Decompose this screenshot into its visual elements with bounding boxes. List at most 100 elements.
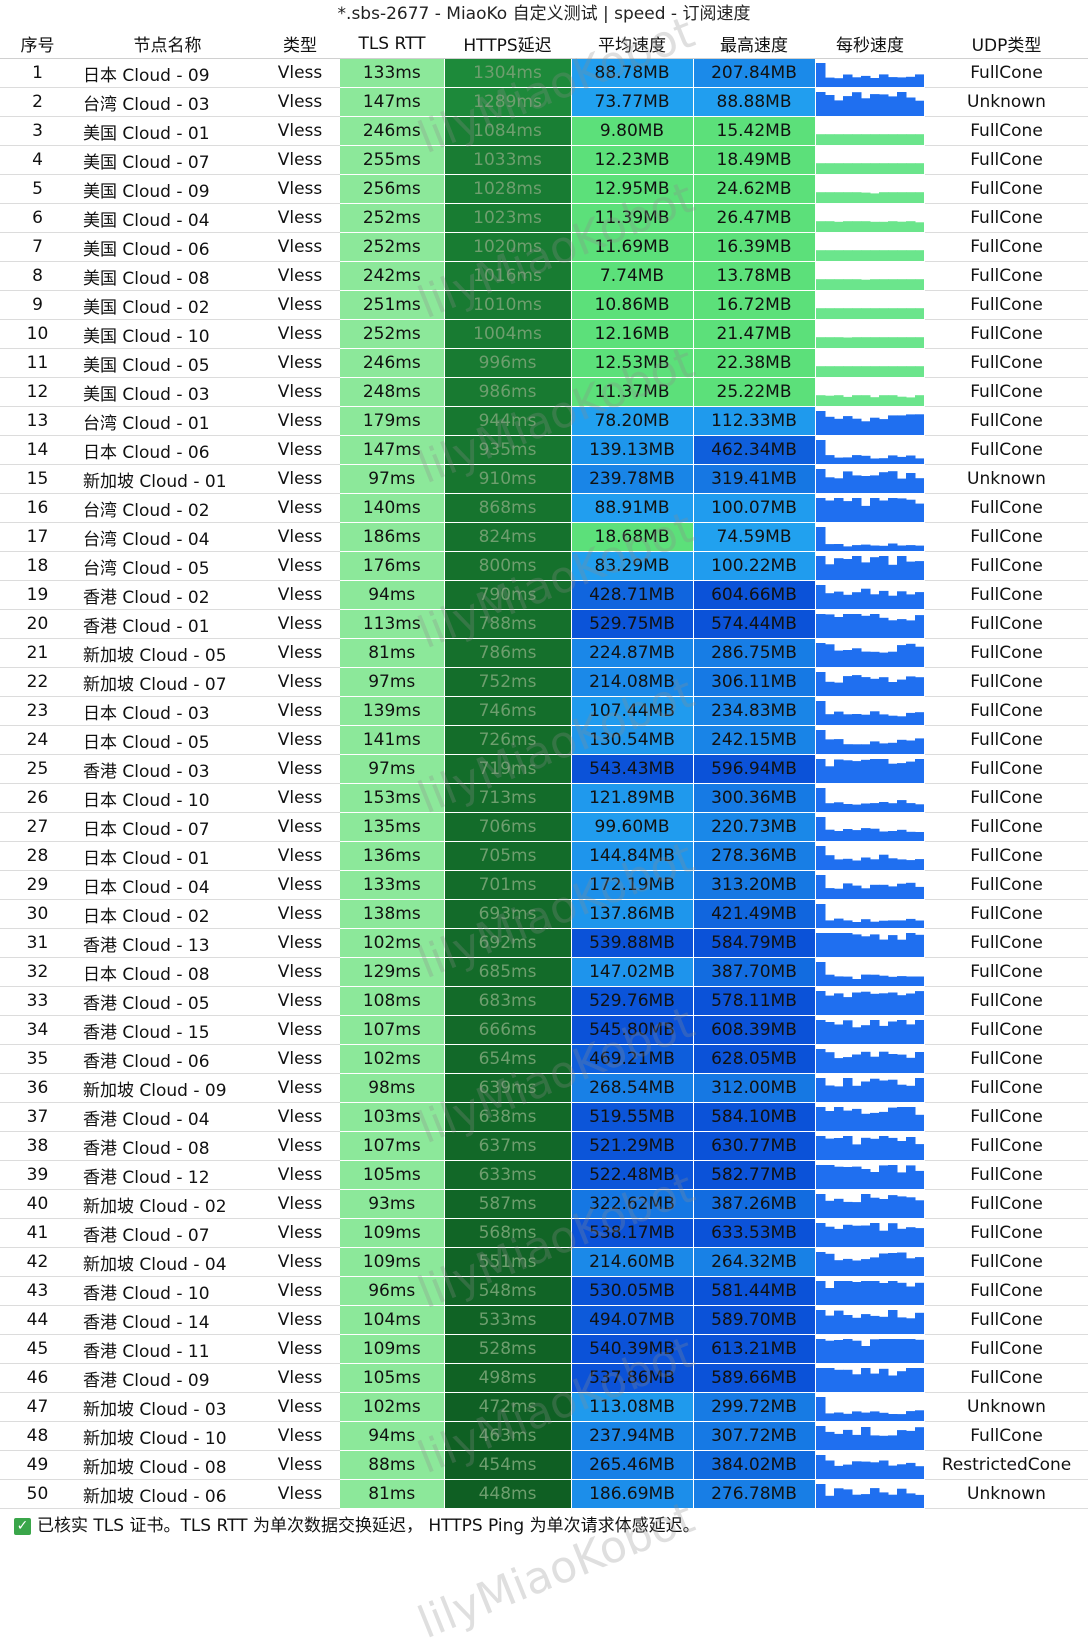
node-type: Vless bbox=[260, 522, 340, 552]
sparkline-bar bbox=[815, 614, 825, 638]
sparkline-bar bbox=[833, 650, 843, 667]
sparkline-bar bbox=[833, 418, 843, 435]
table-row[interactable]: 19 香港 Cloud - 02 Vless 94ms 790ms 428.71MB 604… bbox=[0, 580, 1088, 610]
sparkline-bar bbox=[833, 591, 843, 609]
table-row[interactable]: 33 香港 Cloud - 05 Vless 108ms 683ms 529.76MB 57… bbox=[0, 986, 1088, 1016]
sparkline-bar bbox=[887, 1165, 897, 1189]
table-row[interactable]: 28 日本 Cloud - 01 Vless 136ms 705ms 144.84MB 27… bbox=[0, 841, 1088, 871]
sparkline-bar bbox=[842, 1464, 852, 1479]
sparkline-bar bbox=[815, 817, 825, 841]
table-row[interactable]: 35 香港 Cloud - 06 Vless 102ms 654ms 469.21MB 62… bbox=[0, 1044, 1088, 1074]
table-row[interactable]: 44 香港 Cloud - 14 Vless 104ms 533ms 494.07MB 58… bbox=[0, 1305, 1088, 1335]
table-row[interactable]: 7 美国 Cloud - 06 Vless 252ms 1020ms 11.69MB 16.… bbox=[0, 232, 1088, 262]
table-row[interactable]: 18 台湾 Cloud - 05 Vless 176ms 800ms 83.29MB 100… bbox=[0, 551, 1088, 581]
table-row[interactable]: 40 新加坡 Cloud - 02 Vless 93ms 587ms 322.62MB 38… bbox=[0, 1189, 1088, 1219]
table-row[interactable]: 50 新加坡 Cloud - 06 Vless 81ms 448ms 186.69MB 27… bbox=[0, 1479, 1088, 1509]
table-row[interactable]: 12 美国 Cloud - 03 Vless 248ms 986ms 11.37MB 25.… bbox=[0, 377, 1088, 407]
table-row[interactable]: 46 香港 Cloud - 09 Vless 105ms 498ms 537.86MB 58… bbox=[0, 1363, 1088, 1393]
udp-type: FullCone bbox=[925, 1247, 1088, 1277]
table-row[interactable]: 32 日本 Cloud - 08 Vless 129ms 685ms 147.02MB 38… bbox=[0, 957, 1088, 987]
sparkline-bar bbox=[851, 934, 861, 957]
table-row[interactable]: 26 日本 Cloud - 10 Vless 153ms 713ms 121.89MB 30… bbox=[0, 783, 1088, 813]
sparkline-bar bbox=[878, 500, 888, 522]
table-row[interactable]: 3 美国 Cloud - 01 Vless 246ms 1084ms 9.80MB 15.4… bbox=[0, 116, 1088, 146]
table-row[interactable]: 45 香港 Cloud - 11 Vless 109ms 528ms 540.39MB 61… bbox=[0, 1334, 1088, 1364]
row-index: 35 bbox=[0, 1044, 75, 1074]
sparkline bbox=[815, 585, 924, 609]
table-row[interactable]: 16 台湾 Cloud - 02 Vless 140ms 868ms 88.91MB 100… bbox=[0, 493, 1088, 523]
node-name: 新加坡 Cloud - 05 bbox=[75, 638, 260, 668]
column-header-node-name[interactable]: 节点名称 bbox=[75, 29, 260, 59]
max-speed: 100.07MB bbox=[693, 493, 816, 523]
table-row[interactable]: 43 香港 Cloud - 10 Vless 96ms 548ms 530.05MB 581… bbox=[0, 1276, 1088, 1306]
sparkline-bar bbox=[914, 1200, 924, 1218]
table-row[interactable]: 2 台湾 Cloud - 03 Vless 147ms 1289ms 73.77MB 88.… bbox=[0, 87, 1088, 117]
avg-speed: 12.16MB bbox=[571, 319, 694, 349]
table-row[interactable]: 47 新加坡 Cloud - 03 Vless 102ms 472ms 113.08MB 2… bbox=[0, 1392, 1088, 1422]
sparkline-bar bbox=[905, 1258, 915, 1276]
sparkline-bar bbox=[824, 1111, 834, 1131]
table-row[interactable]: 13 台湾 Cloud - 01 Vless 179ms 944ms 78.20MB 112… bbox=[0, 406, 1088, 436]
table-row[interactable]: 31 香港 Cloud - 13 Vless 102ms 692ms 539.88MB 58… bbox=[0, 928, 1088, 958]
table-row[interactable]: 4 美国 Cloud - 07 Vless 255ms 1033ms 12.23MB 18.… bbox=[0, 145, 1088, 175]
per-second-speed-chart bbox=[815, 609, 925, 639]
table-row[interactable]: 36 新加坡 Cloud - 09 Vless 98ms 639ms 268.54MB 31… bbox=[0, 1073, 1088, 1103]
sparkline-bar bbox=[905, 192, 915, 203]
table-row[interactable]: 38 香港 Cloud - 08 Vless 107ms 637ms 521.29MB 63… bbox=[0, 1131, 1088, 1161]
table-row[interactable]: 22 新加坡 Cloud - 07 Vless 97ms 752ms 214.08MB 30… bbox=[0, 667, 1088, 697]
avg-speed: 539.88MB bbox=[571, 928, 694, 958]
column-header-avg-speed[interactable]: 平均速度 bbox=[571, 29, 693, 59]
sparkline-bar bbox=[878, 134, 888, 145]
column-header-index[interactable]: 序号 bbox=[0, 29, 75, 59]
sparkline-bar bbox=[860, 505, 870, 522]
tls-rtt: 102ms bbox=[340, 928, 445, 958]
table-row[interactable]: 23 日本 Cloud - 03 Vless 139ms 746ms 107.44MB 23… bbox=[0, 696, 1088, 726]
sparkline-bar bbox=[842, 163, 852, 174]
table-row[interactable]: 21 新加坡 Cloud - 05 Vless 81ms 786ms 224.87MB 28… bbox=[0, 638, 1088, 668]
table-row[interactable]: 20 香港 Cloud - 01 Vless 113ms 788ms 529.75MB 57… bbox=[0, 609, 1088, 639]
sparkline-bar bbox=[815, 1252, 825, 1276]
sparkline bbox=[815, 1136, 924, 1160]
node-name: 台湾 Cloud - 05 bbox=[75, 551, 260, 581]
table-row[interactable]: 15 新加坡 Cloud - 01 Vless 97ms 910ms 239.78MB 31… bbox=[0, 464, 1088, 494]
table-row[interactable]: 11 美国 Cloud - 05 Vless 246ms 996ms 12.53MB 22.… bbox=[0, 348, 1088, 378]
table-row[interactable]: 39 香港 Cloud - 12 Vless 105ms 633ms 522.48MB 58… bbox=[0, 1160, 1088, 1190]
table-row[interactable]: 27 日本 Cloud - 07 Vless 135ms 706ms 99.60MB 220… bbox=[0, 812, 1088, 842]
column-header-udp-type[interactable]: UDP类型 bbox=[925, 29, 1088, 59]
sparkline-bar bbox=[842, 614, 852, 638]
table-row[interactable]: 29 日本 Cloud - 04 Vless 133ms 701ms 172.19MB 31… bbox=[0, 870, 1088, 900]
column-header-https-latency[interactable]: HTTPS延迟 bbox=[444, 29, 571, 59]
table-row[interactable]: 37 香港 Cloud - 04 Vless 103ms 638ms 519.55MB 58… bbox=[0, 1102, 1088, 1132]
table-row[interactable]: 24 日本 Cloud - 05 Vless 141ms 726ms 130.54MB 24… bbox=[0, 725, 1088, 755]
column-header-per-second-speed[interactable]: 每秒速度 bbox=[815, 29, 925, 59]
udp-type: FullCone bbox=[925, 1044, 1088, 1074]
table-row[interactable]: 17 台湾 Cloud - 04 Vless 186ms 824ms 18.68MB 74.… bbox=[0, 522, 1088, 552]
sparkline-bar bbox=[878, 1136, 888, 1160]
sparkline-bar bbox=[824, 614, 834, 638]
table-row[interactable]: 41 香港 Cloud - 07 Vless 109ms 568ms 538.17MB 63… bbox=[0, 1218, 1088, 1248]
table-row[interactable]: 25 香港 Cloud - 03 Vless 97ms 719ms 543.43MB 596… bbox=[0, 754, 1088, 784]
column-header-tls-rtt[interactable]: TLS RTT bbox=[340, 29, 444, 59]
table-row[interactable]: 48 新加坡 Cloud - 10 Vless 94ms 463ms 237.94MB 30… bbox=[0, 1421, 1088, 1451]
column-header-max-speed[interactable]: 最高速度 bbox=[693, 29, 815, 59]
table-row[interactable]: 49 新加坡 Cloud - 08 Vless 88ms 454ms 265.46MB 38… bbox=[0, 1450, 1088, 1480]
https-latency: 1004ms bbox=[444, 319, 572, 349]
https-latency: 706ms bbox=[444, 812, 572, 842]
table-row[interactable]: 5 美国 Cloud - 09 Vless 256ms 1028ms 12.95MB 24.… bbox=[0, 174, 1088, 204]
per-second-speed-chart bbox=[815, 1218, 925, 1248]
table-row[interactable]: 14 日本 Cloud - 06 Vless 147ms 935ms 139.13MB 46… bbox=[0, 435, 1088, 465]
table-row[interactable]: 6 美国 Cloud - 04 Vless 252ms 1023ms 11.39MB 26.… bbox=[0, 203, 1088, 233]
table-row[interactable]: 1 日本 Cloud - 09 Vless 133ms 1304ms 88.78MB 207… bbox=[0, 58, 1088, 88]
table-row[interactable]: 9 美国 Cloud - 02 Vless 251ms 1010ms 10.86MB 16.… bbox=[0, 290, 1088, 320]
table-row[interactable]: 42 新加坡 Cloud - 04 Vless 109ms 551ms 214.60MB 2… bbox=[0, 1247, 1088, 1277]
table-row[interactable]: 34 香港 Cloud - 15 Vless 107ms 666ms 545.80MB 60… bbox=[0, 1015, 1088, 1045]
column-header-type[interactable]: 类型 bbox=[260, 29, 340, 59]
sparkline-bar bbox=[833, 993, 843, 1015]
table-row[interactable]: 8 美国 Cloud - 08 Vless 242ms 1016ms 7.74MB 13.7… bbox=[0, 261, 1088, 291]
table-row[interactable]: 10 美国 Cloud - 10 Vless 252ms 1004ms 12.16MB 21… bbox=[0, 319, 1088, 349]
sparkline-bar bbox=[851, 675, 861, 696]
table-row[interactable]: 30 日本 Cloud - 02 Vless 138ms 693ms 137.86MB 42… bbox=[0, 899, 1088, 929]
sparkline-bar bbox=[887, 715, 897, 725]
sparkline bbox=[815, 788, 924, 812]
sparkline-bar bbox=[842, 714, 852, 725]
